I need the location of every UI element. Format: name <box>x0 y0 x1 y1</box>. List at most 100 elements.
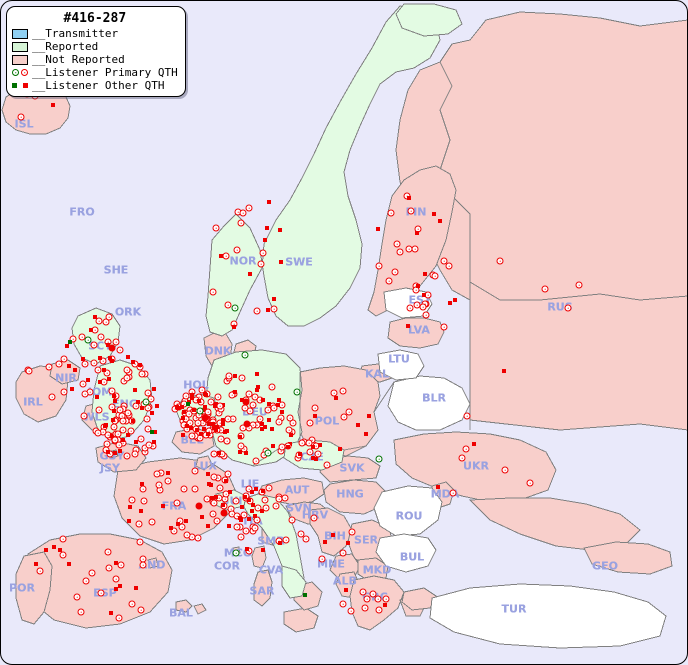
listener-primary-qth-marker[interactable] <box>281 494 289 502</box>
listener-primary-qth-marker[interactable] <box>110 423 118 431</box>
listener-other-qth-marker[interactable] <box>206 524 210 528</box>
listener-other-qth-marker[interactable] <box>206 432 210 436</box>
listener-other-qth-marker[interactable] <box>278 541 282 545</box>
listener-other-qth-marker[interactable] <box>114 587 118 591</box>
listener-other-qth-marker[interactable] <box>206 472 210 476</box>
listener-other-qth-marker[interactable] <box>406 324 410 328</box>
listener-primary-qth-marker[interactable] <box>374 595 382 603</box>
listener-primary-qth-marker[interactable] <box>257 260 265 268</box>
listener-other-qth-marker[interactable] <box>233 374 237 378</box>
listener-other-qth-marker[interactable] <box>261 489 265 493</box>
listener-other-qth-marker[interactable] <box>238 435 242 439</box>
listener-other-qth-marker[interactable] <box>180 405 184 409</box>
listener-primary-qth-marker[interactable] <box>145 441 153 449</box>
listener-primary-qth-marker[interactable] <box>265 484 273 492</box>
listener-other-qth-marker[interactable] <box>110 359 114 363</box>
listener-primary-qth-marker[interactable] <box>124 409 132 417</box>
listener-primary-qth-marker[interactable] <box>144 389 152 397</box>
listener-other-qth-marker[interactable] <box>251 503 255 507</box>
listener-other-qth-marker[interactable] <box>133 388 137 392</box>
listener-primary-qth-marker[interactable] <box>105 564 113 572</box>
listener-other-qth-marker[interactable] <box>238 450 242 454</box>
listener-other-qth-marker[interactable] <box>134 440 138 444</box>
listener-other-qth-marker[interactable] <box>331 533 335 537</box>
listener-primary-qth-marker[interactable] <box>359 588 367 596</box>
listener-other-qth-marker[interactable] <box>416 284 420 288</box>
listener-primary-qth-marker[interactable] <box>254 504 262 512</box>
listener-other-qth-marker[interactable] <box>134 586 138 590</box>
listener-other-qth-marker[interactable] <box>448 301 452 305</box>
listener-other-qth-marker[interactable] <box>181 433 185 437</box>
listener-other-qth-marker[interactable] <box>311 445 315 449</box>
listener-primary-qth-marker[interactable] <box>251 524 259 532</box>
listener-other-qth-marker[interactable] <box>221 503 225 507</box>
listener-other-qth-marker[interactable] <box>210 496 214 500</box>
listener-primary-qth-marker[interactable] <box>222 490 230 498</box>
listener-primary-qth-marker[interactable] <box>116 406 124 414</box>
listener-primary-qth-marker[interactable] <box>131 450 139 458</box>
listener-primary-qth-marker[interactable] <box>59 551 67 559</box>
listener-primary-qth-marker[interactable] <box>270 305 278 313</box>
listener-primary-qth-marker[interactable] <box>431 272 439 280</box>
listener-other-qth-marker[interactable] <box>112 394 116 398</box>
listener-primary-qth-marker[interactable] <box>139 555 147 563</box>
listener-primary-qth-marker[interactable] <box>288 516 296 524</box>
listener-primary-qth-marker[interactable] <box>241 404 249 412</box>
listener-primary-qth-marker[interactable] <box>339 387 347 395</box>
listener-other-qth-marker[interactable] <box>126 433 130 437</box>
listener-other-qth-marker[interactable] <box>376 227 380 231</box>
listener-cluster-marker[interactable] <box>201 414 209 422</box>
listener-primary-qth-marker[interactable] <box>311 404 319 412</box>
listener-primary-qth-marker[interactable] <box>242 527 250 535</box>
listener-primary-qth-marker[interactable] <box>144 404 152 412</box>
listener-primary-qth-marker[interactable] <box>422 311 430 319</box>
listener-primary-qth-marker[interactable] <box>496 257 504 265</box>
listener-other-qth-marker[interactable] <box>152 440 156 444</box>
listener-primary-qth-marker[interactable] <box>104 548 112 556</box>
listener-cluster-marker[interactable] <box>108 344 116 352</box>
listener-primary-qth-marker[interactable] <box>222 252 230 260</box>
listener-primary-qth-marker[interactable] <box>59 535 67 543</box>
listener-other-qth-marker[interactable] <box>214 495 218 499</box>
listener-primary-qth-marker[interactable] <box>314 450 322 458</box>
listener-other-qth-marker[interactable] <box>436 485 440 489</box>
listener-primary-qth-marker[interactable] <box>237 442 245 450</box>
listener-other-qth-marker[interactable] <box>280 410 284 414</box>
listener-other-qth-marker[interactable] <box>260 422 264 426</box>
listener-other-qth-marker[interactable] <box>261 398 265 402</box>
listener-other-qth-marker[interactable] <box>415 231 419 235</box>
listener-primary-qth-marker[interactable] <box>228 391 236 399</box>
listener-primary-qth-marker[interactable] <box>135 520 143 528</box>
listener-other-qth-marker[interactable] <box>86 378 90 382</box>
listener-other-qth-marker[interactable] <box>221 418 225 422</box>
listener-other-qth-marker[interactable] <box>107 377 111 381</box>
listener-primary-qth-marker[interactable] <box>90 341 98 349</box>
listener-primary-qth-marker[interactable] <box>245 390 253 398</box>
listener-primary-qth-marker[interactable] <box>180 485 188 493</box>
listener-other-qth-marker[interactable] <box>106 450 110 454</box>
listener-other-qth-marker[interactable] <box>277 398 281 402</box>
listener-primary-qth-marker[interactable] <box>306 448 314 456</box>
listener-primary-qth-marker[interactable] <box>97 333 105 341</box>
listener-primary-qth-marker[interactable] <box>123 374 131 382</box>
listener-primary-qth-marker[interactable] <box>73 593 81 601</box>
listener-primary-qth-marker[interactable] <box>246 407 254 415</box>
listener-other-qth-marker[interactable] <box>197 399 201 403</box>
listener-primary-qth-marker[interactable] <box>268 383 276 391</box>
listener-other-qth-marker[interactable] <box>44 548 48 552</box>
listener-primary-qth-marker[interactable] <box>90 359 98 367</box>
listener-other-qth-marker[interactable] <box>344 588 348 592</box>
listener-other-qth-marker[interactable] <box>166 471 170 475</box>
listener-primary-qth-marker[interactable] <box>239 209 247 217</box>
listener-primary-qth-marker[interactable] <box>105 313 113 321</box>
listener-other-qth-marker[interactable] <box>323 540 327 544</box>
listener-other-qth-marker[interactable] <box>67 364 71 368</box>
listener-primary-qth-transmitter-marker[interactable] <box>232 549 240 557</box>
listener-other-qth-marker[interactable] <box>118 449 122 453</box>
listener-other-qth-marker[interactable] <box>260 427 264 431</box>
listener-other-qth-marker[interactable] <box>271 444 275 448</box>
listener-other-qth-marker[interactable] <box>289 433 293 437</box>
listener-other-qth-marker[interactable] <box>128 505 132 509</box>
listener-primary-qth-marker[interactable] <box>204 408 212 416</box>
listener-other-qth-marker[interactable] <box>266 308 270 312</box>
